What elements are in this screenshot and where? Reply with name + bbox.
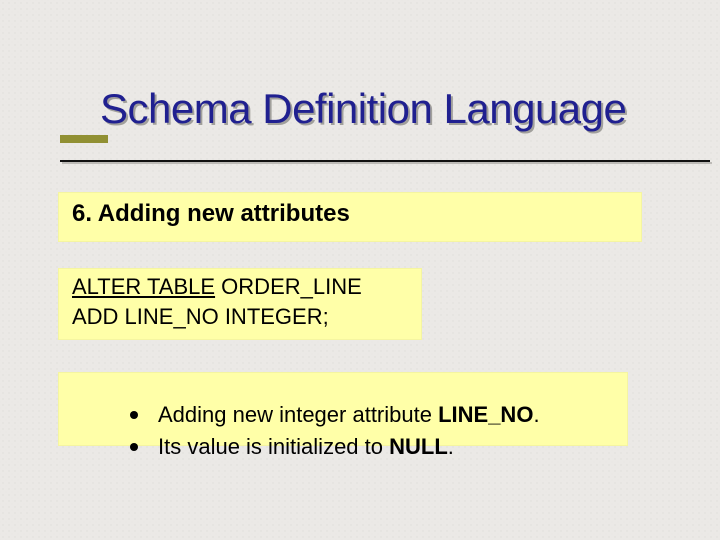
- list-item: Its value is initialized to NULL.: [124, 432, 540, 462]
- subtitle-text: Adding new attributes: [98, 200, 350, 227]
- bullet-1-pre: Adding new integer attribute: [158, 402, 438, 427]
- list-item: Adding new integer attribute LINE_NO.: [124, 400, 540, 430]
- bullet-2-strong: NULL: [389, 434, 448, 459]
- code-line-2: ADD LINE_NO INTEGER;: [72, 304, 329, 330]
- horizontal-rule-shadow: [62, 162, 712, 164]
- code-line-1: ALTER TABLE ORDER_LINE: [72, 274, 362, 300]
- subtitle-number: 6.: [72, 200, 92, 227]
- code-line-1-rest: ORDER_LINE: [215, 274, 362, 299]
- accent-bar: [60, 135, 108, 143]
- bullet-1-post: .: [533, 402, 539, 427]
- code-keyword-alter-table: ALTER TABLE: [72, 274, 215, 299]
- section-subtitle: 6. Adding new attributes: [72, 200, 350, 228]
- bullet-2-post: .: [448, 434, 454, 459]
- horizontal-rule: [60, 160, 710, 162]
- bullet-2-pre: Its value is initialized to: [158, 434, 389, 459]
- slide-title: Schema Definition Language: [100, 85, 626, 133]
- notes-bullet-list: Adding new integer attribute LINE_NO. It…: [84, 400, 540, 464]
- bullet-1-strong: LINE_NO: [438, 402, 533, 427]
